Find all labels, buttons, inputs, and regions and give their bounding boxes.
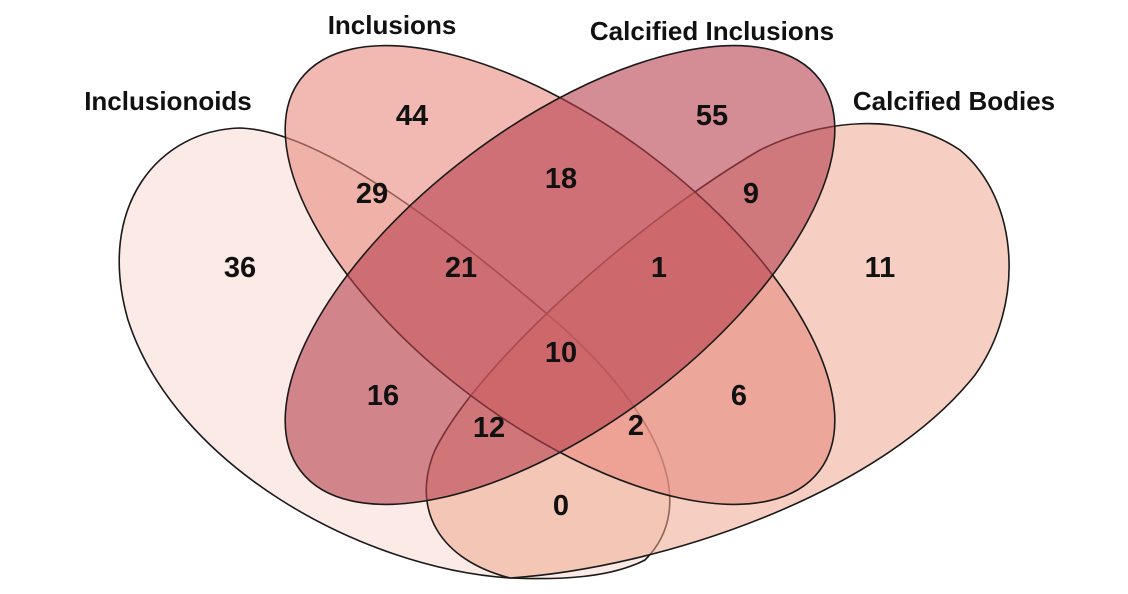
region-count-inclusionoids-calcified-inclusions-calcified-bodies: 12 [473,412,505,444]
set-shape-calcified-inclusions [284,44,836,506]
region-count-inclusions-calcified-bodies: 6 [731,380,747,412]
region-count-inclusions-calcified-inclusions: 18 [545,163,577,195]
region-count-calcified-inclusions-calcified-bodies: 9 [743,178,759,210]
set-label-inclusions: Inclusions [328,10,457,40]
region-count-inclusionoids-calcified-bodies: 0 [553,490,569,522]
region-count-inclusions-only: 44 [396,100,428,132]
region-count-inclusionoids-inclusions-calcified-inclusions: 21 [445,252,477,284]
set-label-calcified-bodies: Calcified Bodies [853,86,1055,116]
region-count-calcified-bodies-only: 11 [865,252,896,284]
region-count-inclusionoids-only: 36 [224,252,256,284]
region-count-inclusionoids-calcified-inclusions: 16 [367,380,399,412]
region-counts: 36 44 55 11 29 18 9 21 1 10 16 6 12 2 0 [224,100,895,522]
set-label-inclusionoids: Inclusionoids [84,86,252,116]
region-count-inclusions-calcified-inclusions-calcified-bodies: 1 [651,252,667,284]
set-label-calcified-inclusions: Calcified Inclusions [590,16,834,46]
region-count-all-four: 10 [545,337,577,369]
set-labels: Inclusionoids Inclusions Calcified Inclu… [84,10,1055,116]
region-count-inclusionoids-inclusions-calcified-bodies: 2 [628,410,644,442]
set-shapes [118,44,1010,580]
region-count-inclusionoids-inclusions: 29 [356,178,388,210]
region-count-calcified-inclusions-only: 55 [696,100,728,132]
